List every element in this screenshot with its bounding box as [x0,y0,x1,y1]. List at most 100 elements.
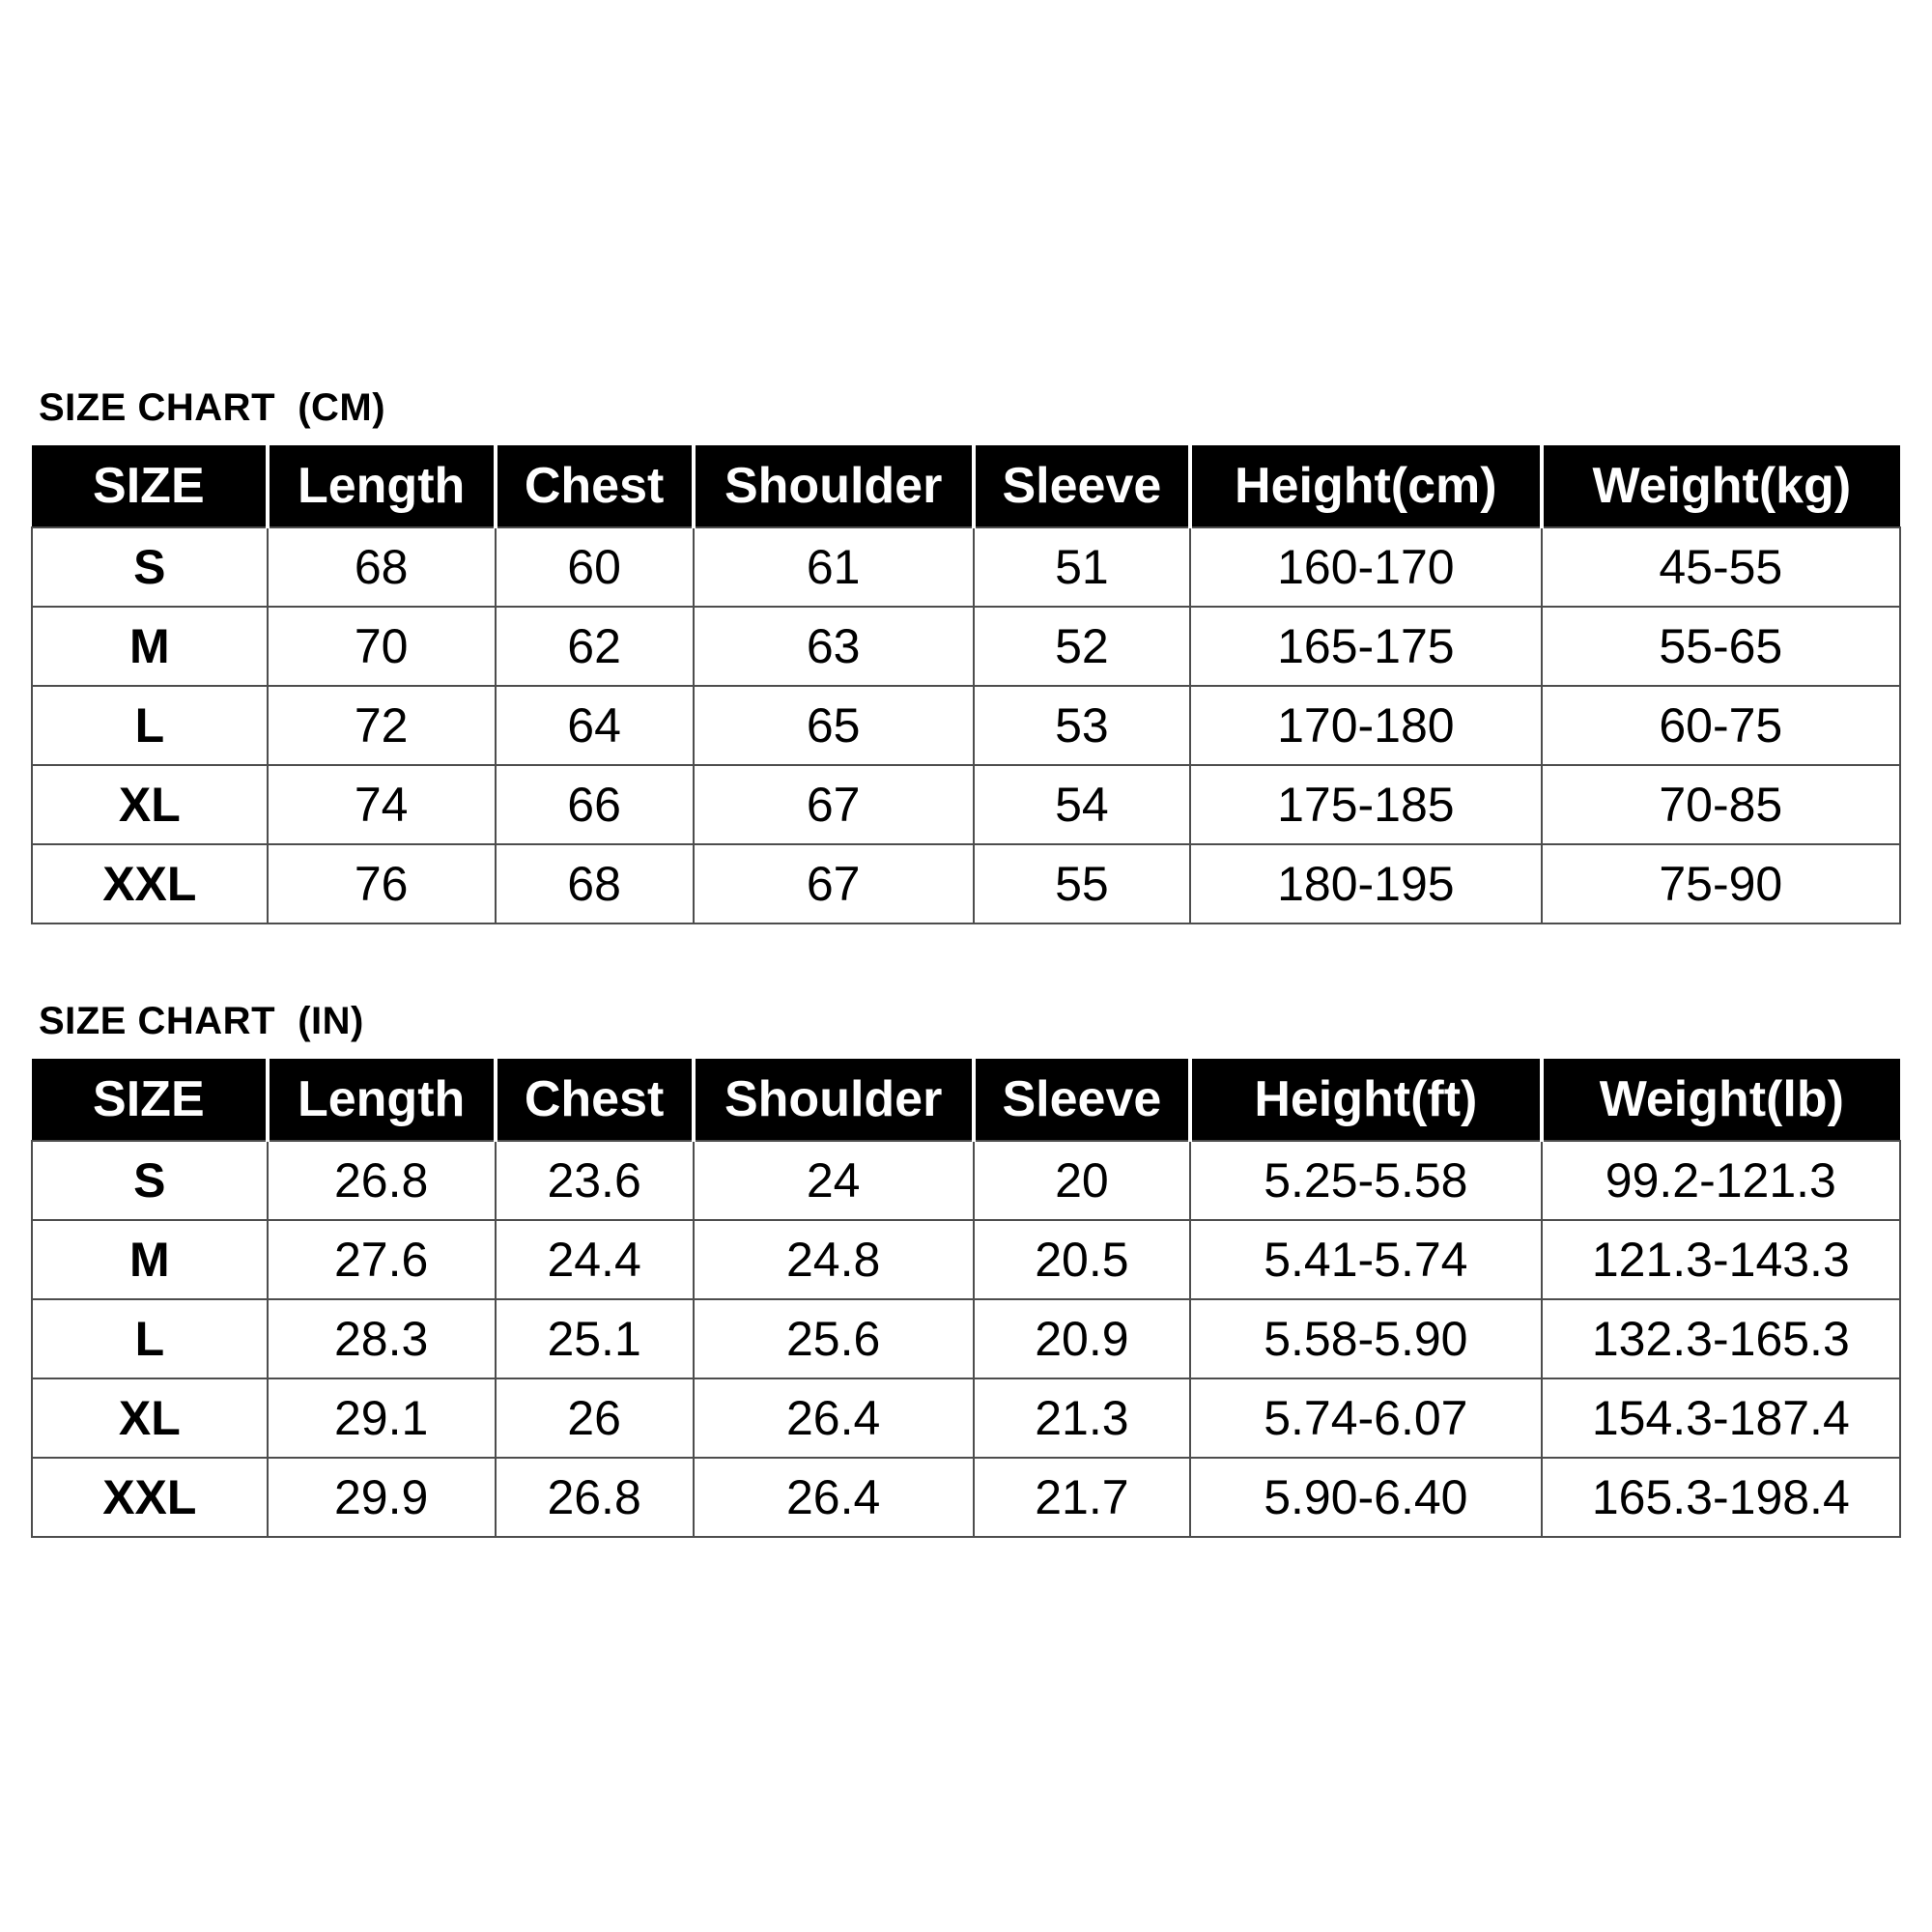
table-row-m: M 70 62 63 52 165-175 55-65 [31,606,1902,687]
value-cell: 60 [494,526,695,608]
value-cell: 24 [692,1140,975,1221]
value-cell: 27.6 [266,1219,497,1300]
value-cell: 180-195 [1189,843,1543,924]
value-cell: 20 [972,1140,1192,1221]
value-cell: 70-85 [1540,764,1902,845]
value-cell: 121.3-143.3 [1540,1219,1902,1300]
value-cell: 5.41-5.74 [1189,1219,1543,1300]
table-row-xl: XL 29.1 26 26.4 21.3 5.74-6.07 154.3-187… [31,1378,1902,1459]
column-header-size: SIZE [32,445,268,527]
header-row: SIZE Length Chest Shoulder Sleeve Height… [32,1059,1900,1141]
value-cell: 5.58-5.90 [1189,1298,1543,1379]
value-cell: 74 [266,764,497,845]
table-row-l: L 28.3 25.1 25.6 20.9 5.58-5.90 132.3-16… [31,1298,1902,1379]
value-cell: 5.90-6.40 [1189,1457,1543,1538]
value-cell: 99.2-121.3 [1540,1140,1902,1221]
value-cell: 28.3 [266,1298,497,1379]
column-header-height: Height(ft) [1188,1059,1542,1141]
value-cell: 68 [266,526,497,608]
size-cell: M [31,606,269,687]
value-cell: 165.3-198.4 [1540,1457,1902,1538]
value-cell: 70 [266,606,497,687]
size-cell: L [31,1298,269,1379]
value-cell: 45-55 [1540,526,1902,608]
column-header-sleeve: Sleeve [971,445,1191,527]
table-row-xxl: XXL 76 68 67 55 180-195 75-90 [31,843,1902,924]
value-cell: 72 [266,685,497,766]
value-cell: 55-65 [1540,606,1902,687]
value-cell: 26.8 [266,1140,497,1221]
size-cell: M [31,1219,269,1300]
value-cell: 165-175 [1189,606,1543,687]
column-header-weight: Weight(lb) [1539,1059,1900,1141]
value-cell: 5.74-6.07 [1189,1378,1543,1459]
value-cell: 68 [494,843,695,924]
value-cell: 24.8 [692,1219,975,1300]
size-chart-in-table: SIZE Length Chest Shoulder Sleeve Height… [31,1059,1902,1538]
value-cell: 55 [972,843,1192,924]
column-header-length: Length [265,1059,496,1141]
table-row-xl: XL 74 66 67 54 175-185 70-85 [31,764,1902,845]
column-header-shoulder: Shoulder [691,445,974,527]
value-cell: 62 [494,606,695,687]
value-cell: 54 [972,764,1192,845]
column-header-chest: Chest [493,445,694,527]
size-cell: XL [31,1378,269,1459]
value-cell: 21.3 [972,1378,1192,1459]
table-row-m: M 27.6 24.4 24.8 20.5 5.41-5.74 121.3-14… [31,1219,1902,1300]
size-cell: XXL [31,843,269,924]
column-header-length: Length [265,445,496,527]
value-cell: 75-90 [1540,843,1902,924]
value-cell: 67 [692,764,975,845]
value-cell: 175-185 [1189,764,1543,845]
value-cell: 23.6 [494,1140,695,1221]
value-cell: 170-180 [1189,685,1543,766]
value-cell: 25.1 [494,1298,695,1379]
value-cell: 29.9 [266,1457,497,1538]
value-cell: 51 [972,526,1192,608]
value-cell: 53 [972,685,1192,766]
column-header-height: Height(cm) [1188,445,1542,527]
value-cell: 5.25-5.58 [1189,1140,1543,1221]
value-cell: 20.9 [972,1298,1192,1379]
value-cell: 64 [494,685,695,766]
value-cell: 60-75 [1540,685,1902,766]
column-header-weight: Weight(kg) [1539,445,1900,527]
table-row-s: S 68 60 61 51 160-170 45-55 [31,526,1902,608]
value-cell: 24.4 [494,1219,695,1300]
value-cell: 26.4 [692,1457,975,1538]
table-row-xxl: XXL 29.9 26.8 26.4 21.7 5.90-6.40 165.3-… [31,1457,1902,1538]
value-cell: 65 [692,685,975,766]
header-row: SIZE Length Chest Shoulder Sleeve Height… [32,445,1900,527]
size-chart-in-title: SIZE CHART (IN) [39,1000,364,1042]
size-cell: XL [31,764,269,845]
value-cell: 52 [972,606,1192,687]
size-cell: XXL [31,1457,269,1538]
size-chart-cm-table: SIZE Length Chest Shoulder Sleeve Height… [31,445,1902,924]
column-header-chest: Chest [493,1059,694,1141]
value-cell: 154.3-187.4 [1540,1378,1902,1459]
value-cell: 25.6 [692,1298,975,1379]
value-cell: 20.5 [972,1219,1192,1300]
column-header-shoulder: Shoulder [691,1059,974,1141]
value-cell: 66 [494,764,695,845]
table-row-l: L 72 64 65 53 170-180 60-75 [31,685,1902,766]
column-header-size: SIZE [32,1059,268,1141]
size-chart-cm-section: SIZE CHART (CM) SIZE Length Chest Should… [31,386,1902,924]
size-cell: S [31,1140,269,1221]
value-cell: 21.7 [972,1457,1192,1538]
value-cell: 26.4 [692,1378,975,1459]
size-cell: S [31,526,269,608]
table-row-s: S 26.8 23.6 24 20 5.25-5.58 99.2-121.3 [31,1140,1902,1221]
size-chart-cm-title: SIZE CHART (CM) [39,386,386,429]
value-cell: 63 [692,606,975,687]
value-cell: 29.1 [266,1378,497,1459]
size-chart-in-section: SIZE CHART (IN) SIZE Length Chest Should… [31,1000,1902,1538]
value-cell: 61 [692,526,975,608]
value-cell: 76 [266,843,497,924]
value-cell: 160-170 [1189,526,1543,608]
column-header-sleeve: Sleeve [971,1059,1191,1141]
size-chart-sheet: SIZE CHART (CM) SIZE Length Chest Should… [31,386,1902,1538]
value-cell: 67 [692,843,975,924]
value-cell: 26.8 [494,1457,695,1538]
